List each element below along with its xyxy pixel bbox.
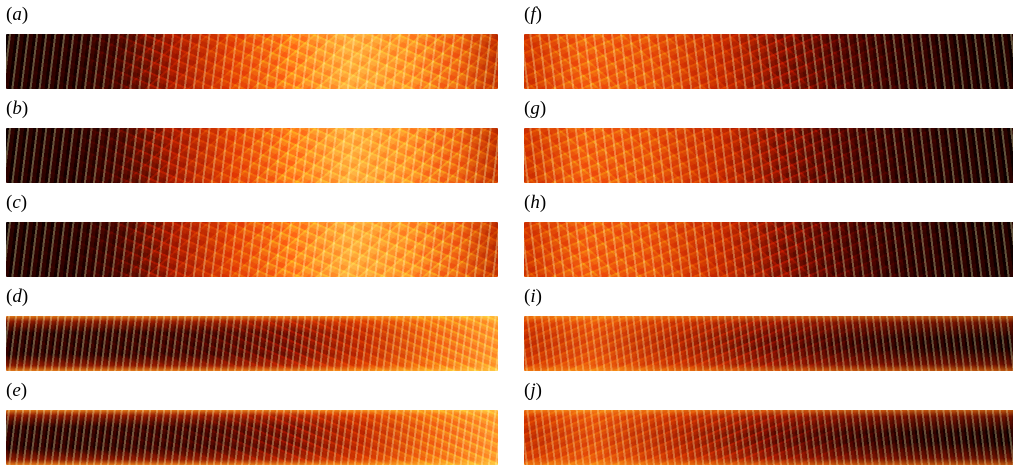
panel-label-d: (d) (6, 286, 29, 307)
panel-letter: d (12, 286, 22, 307)
panel-j: (j) (524, 376, 1013, 470)
panel-label-a: (a) (6, 4, 29, 25)
flow-visualization-image (524, 128, 1013, 183)
flow-visualization-image (6, 34, 498, 89)
panel-label-c: (c) (6, 192, 28, 213)
panel-label-f: (f) (524, 4, 542, 25)
panel-letter: j (530, 380, 536, 401)
panel-label-h: (h) (524, 192, 547, 213)
panel-letter: h (530, 192, 540, 213)
flow-visualization-image (6, 128, 498, 183)
panel-a: (a) (6, 0, 498, 94)
panel-g: (g) (524, 94, 1013, 188)
flow-visualization-image (6, 222, 498, 277)
flow-visualization-image (524, 316, 1013, 371)
left-column: (a) (b) (c) (d) (e) (6, 0, 498, 470)
flow-visualization-image (6, 316, 498, 371)
right-column: (f) (g) (h) (i) (j) (524, 0, 1013, 470)
panel-label-j: (j) (524, 380, 542, 401)
panel-e: (e) (6, 376, 498, 470)
panel-letter: c (12, 192, 21, 213)
panel-letter: b (12, 98, 22, 119)
panel-label-e: (e) (6, 380, 28, 401)
panel-f: (f) (524, 0, 1013, 94)
panel-b: (b) (6, 94, 498, 188)
panel-letter: g (530, 98, 540, 119)
panel-i: (i) (524, 282, 1013, 376)
panel-c: (c) (6, 188, 498, 282)
flow-visualization-image (524, 34, 1013, 89)
panel-h: (h) (524, 188, 1013, 282)
panel-letter: a (12, 4, 22, 25)
flow-visualization-image (524, 222, 1013, 277)
panel-label-b: (b) (6, 98, 29, 119)
panel-letter: f (530, 4, 536, 25)
flow-visualization-image (524, 410, 1013, 465)
panel-label-g: (g) (524, 98, 547, 119)
panel-label-i: (i) (524, 286, 542, 307)
flow-visualization-image (6, 410, 498, 465)
panel-d: (d) (6, 282, 498, 376)
panel-letter: i (530, 286, 536, 307)
panel-letter: e (12, 380, 21, 401)
